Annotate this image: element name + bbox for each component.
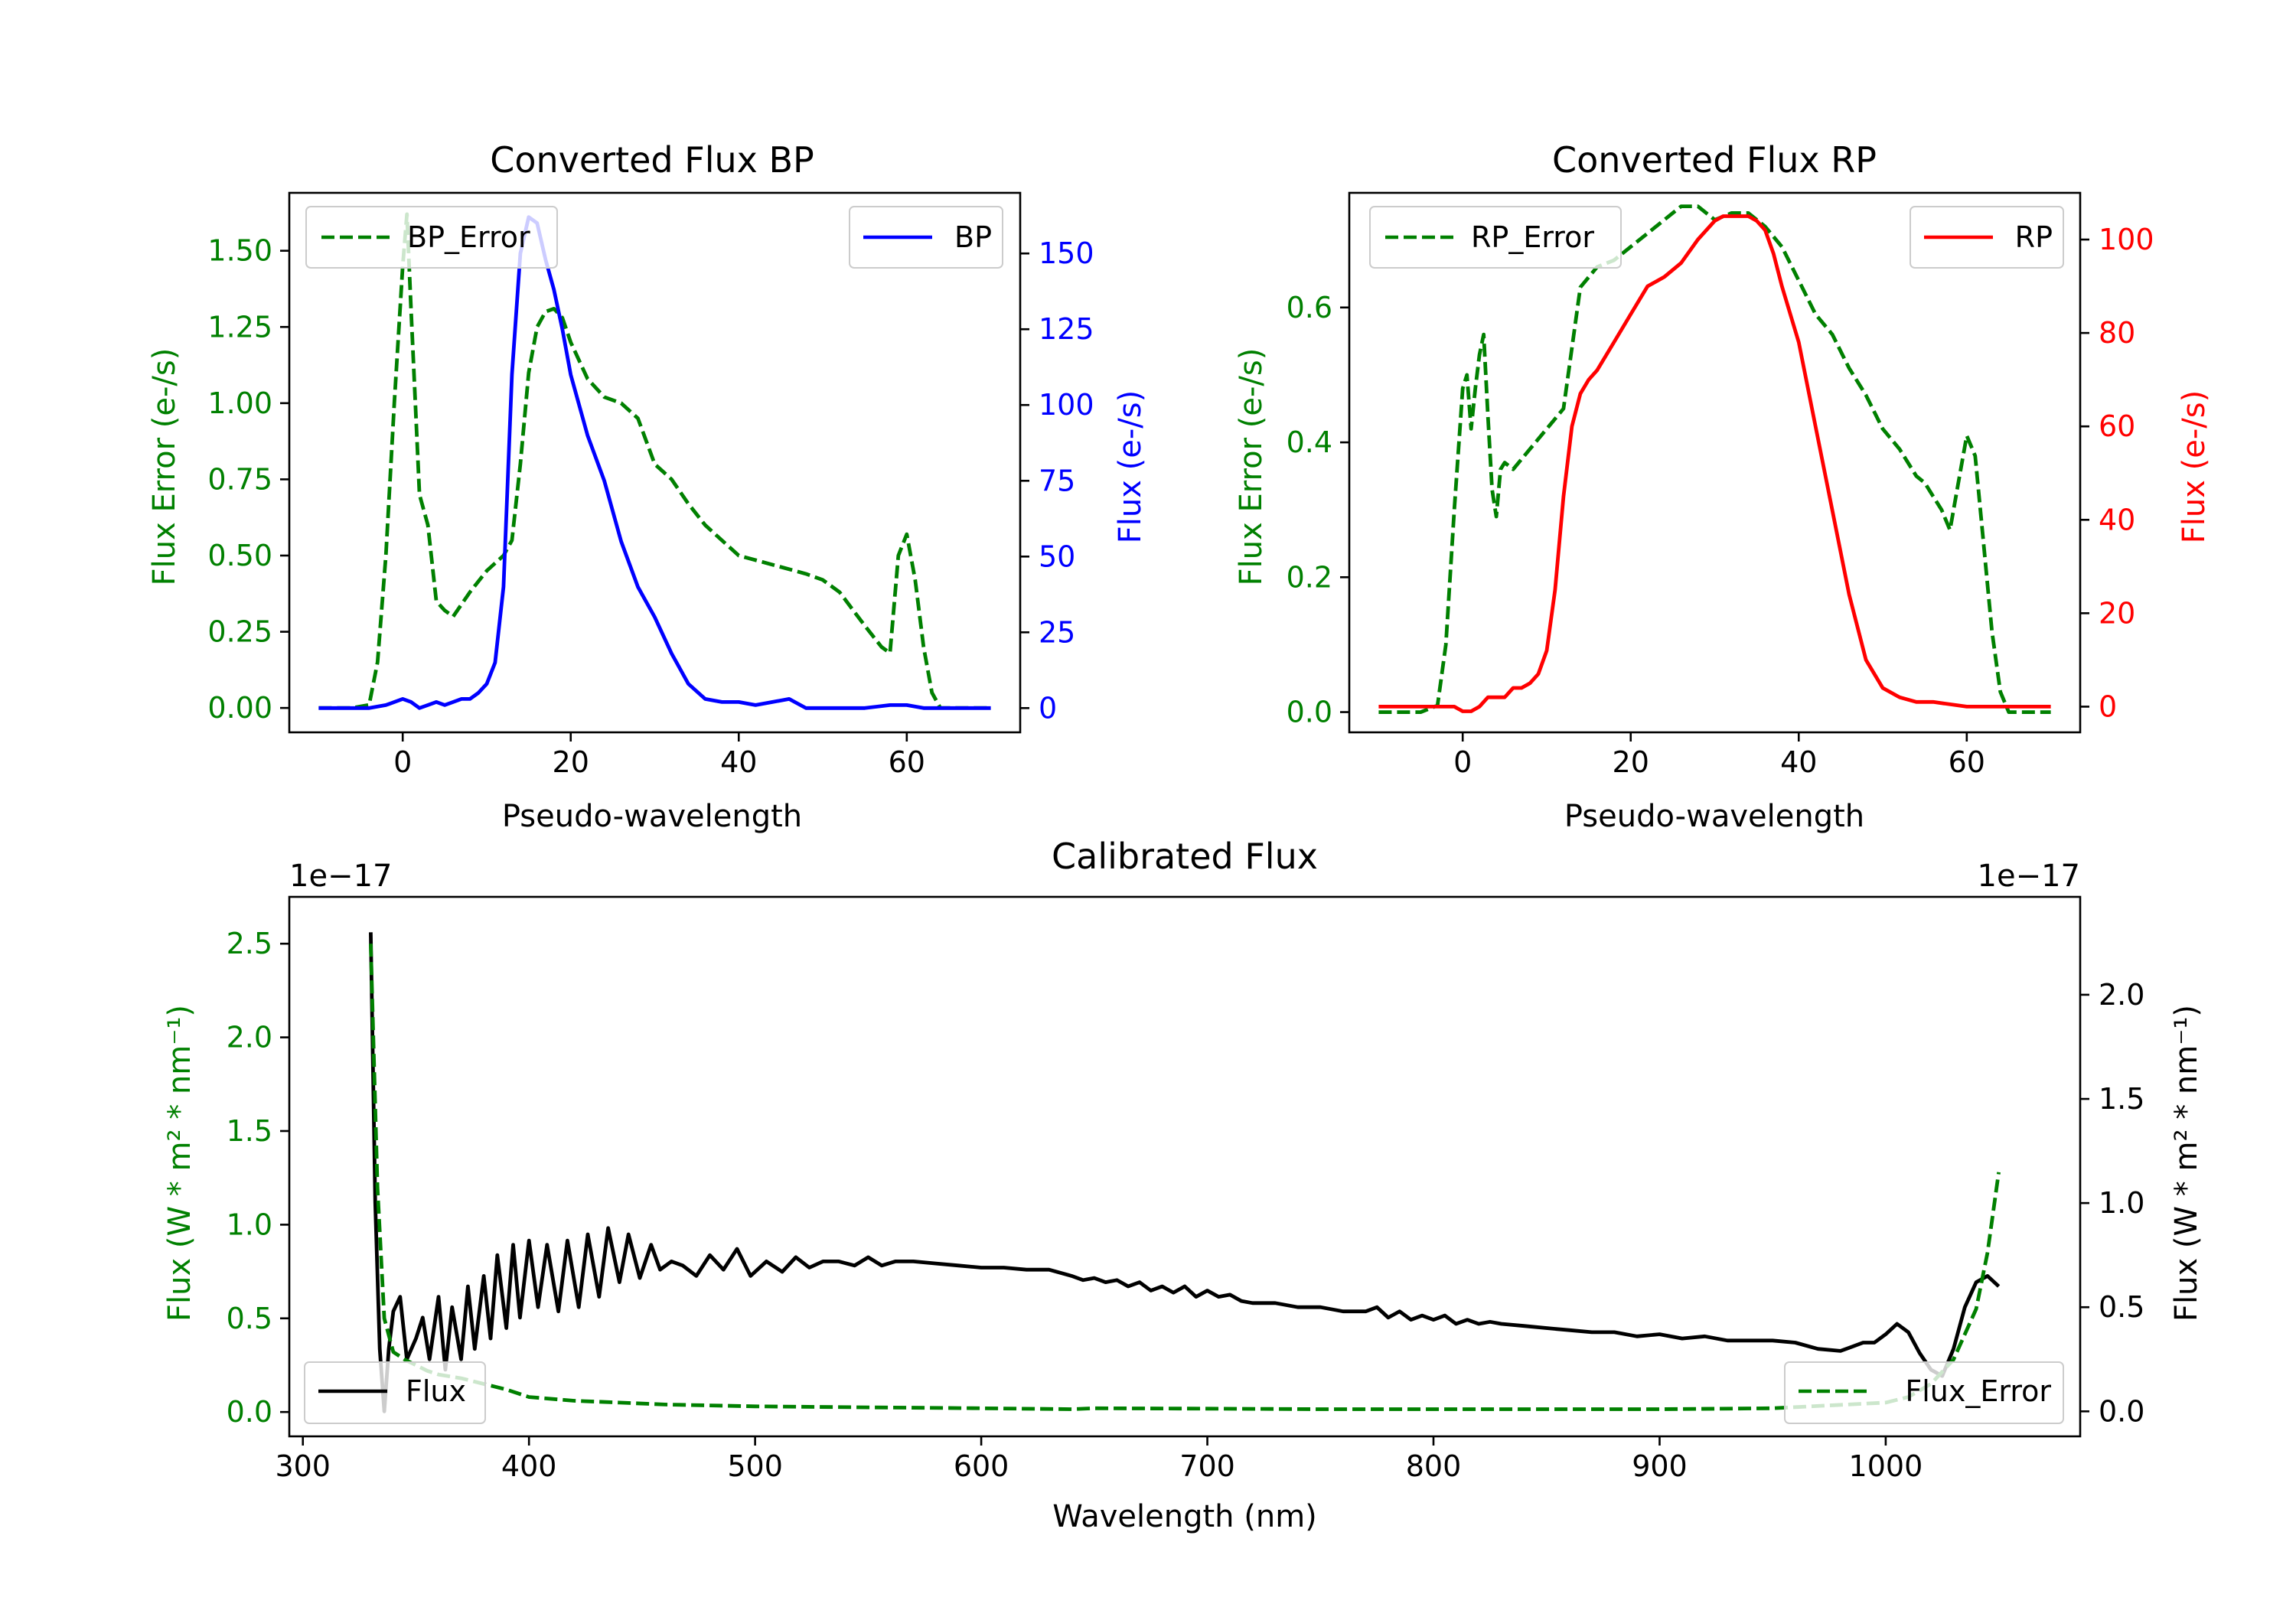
calibrated-x-tick-label: 300 [275, 1449, 331, 1483]
rp-right-y-tick-label: 0 [2099, 689, 2117, 723]
calibrated-x-tick-label: 1000 [1849, 1449, 1923, 1483]
bp-x-tick-label: 40 [720, 745, 757, 779]
bp-right-y-tick-label: 0 [1039, 691, 1057, 725]
bp-error-legend-box [305, 206, 558, 269]
bp-left-y-tick-label: 0.00 [207, 691, 272, 725]
flux-legend-box [304, 1361, 486, 1424]
rp-x-tick-label: 40 [1780, 745, 1817, 779]
bp-x-tick-label: 0 [393, 745, 412, 779]
calibrated-right-y-axis-label: Flux (W * m² * nm⁻¹) [2169, 1005, 2204, 1322]
bp-error-legend-label: BP_Error [407, 220, 530, 254]
rp-error-legend-label: RP_Error [1471, 220, 1594, 254]
rp-left-y-tick-label: 0.6 [1287, 291, 1332, 324]
rp-panel: Converted Flux RP 0 20 40 60 0.0 0.2 0.4 0.6 0 20… [1234, 139, 2212, 834]
calibrated-left-y-tick-label: 0.5 [227, 1302, 272, 1335]
flux-legend-label: Flux [406, 1374, 466, 1408]
calibrated-title: Calibrated Flux [1052, 836, 1318, 877]
rp-left-y-tick-label: 0.2 [1287, 560, 1332, 594]
rp-right-y-axis-label: Flux (e-/s) [2177, 390, 2212, 543]
flux-error-legend-label: Flux_Error [1905, 1374, 2051, 1408]
calibrated-x-tick-label: 800 [1406, 1449, 1462, 1483]
calibrated-left-y-tick-label: 2.5 [227, 927, 272, 960]
calibrated-right-y-tick-label: 1.5 [2099, 1082, 2144, 1116]
calibrated-right-y-tick-label: 0.5 [2099, 1290, 2144, 1324]
rp-series-rp-line [1378, 214, 2051, 713]
rp-right-y-tick-label: 40 [2099, 503, 2135, 536]
bp-right-y-tick-label: 150 [1039, 236, 1094, 270]
rp-series-rp-error-line [1378, 204, 2051, 714]
rp-axes-frame [1348, 191, 2082, 734]
rp-right-y-tick-label: 20 [2099, 596, 2135, 630]
rp-plot-area: 0 20 40 60 0.0 0.2 0.4 0.6 0 20 40 60 80 100 [1287, 191, 2154, 779]
calibrated-left-y-tick-label: 2.0 [227, 1021, 272, 1054]
calibrated-left-y-tick-label: 1.0 [227, 1208, 272, 1241]
calibrated-left-offset-label: 1e−17 [289, 859, 392, 894]
bp-series-bp-error-line [318, 212, 991, 710]
rp-x-axis-label: Pseudo-wavelength [1564, 799, 1864, 834]
bp-right-y-tick-label: 50 [1039, 539, 1075, 573]
calibrated-x-tick-label: 600 [954, 1449, 1009, 1483]
rp-left-y-axis-label: Flux Error (e-/s) [1234, 348, 1269, 586]
bp-right-y-axis-label: Flux (e-/s) [1113, 390, 1148, 543]
rp-left-y-tick-label: 0.4 [1287, 425, 1332, 459]
bp-right-y-tick-label: 125 [1039, 312, 1094, 346]
bp-plot-area: 0 20 40 60 0.00 0.25 0.50 0.75 1.00 1.25 1.50 0 25 50… [207, 191, 1094, 779]
bp-x-axis-label: Pseudo-wavelength [502, 799, 802, 834]
calibrated-x-tick-label: 500 [727, 1449, 783, 1483]
calibrated-x-axis-label: Wavelength (nm) [1052, 1499, 1317, 1534]
rp-x-tick-label: 60 [1949, 745, 1985, 779]
calibrated-panel: Calibrated Flux 1e−17 1e−17 300 400 500 600… [162, 836, 2204, 1534]
bp-left-y-axis-label: Flux Error (e-/s) [147, 348, 182, 586]
rp-right-y-tick-label: 80 [2099, 316, 2135, 350]
bp-right-y-tick-label: 75 [1039, 464, 1075, 497]
rp-legend: RP [1910, 206, 2064, 269]
calibrated-left-y-tick-label: 0.0 [227, 1395, 272, 1429]
flux-error-legend: Flux_Error [1784, 1361, 2064, 1424]
rp-error-legend: RP_Error [1369, 206, 1622, 269]
calibrated-axes-frame [288, 895, 2082, 1438]
rp-legend-label: RP [2015, 220, 2053, 254]
calibrated-right-offset-label: 1e−17 [1978, 859, 2080, 894]
bp-right-y-tick-label: 100 [1039, 388, 1094, 422]
calibrated-x-tick-label: 700 [1179, 1449, 1235, 1483]
calibrated-x-tick-label: 400 [501, 1449, 557, 1483]
bp-left-y-tick-label: 1.00 [207, 386, 272, 420]
rp-left-y-tick-label: 0.0 [1287, 696, 1332, 729]
rp-x-tick-label: 0 [1453, 745, 1472, 779]
rp-right-y-tick-label: 60 [2099, 409, 2135, 443]
bp-x-tick-label: 20 [553, 745, 589, 779]
bp-title: Converted Flux BP [490, 139, 814, 181]
bp-legend: BP [849, 206, 1003, 269]
calibrated-left-y-tick-label: 1.5 [227, 1114, 272, 1148]
bp-axes-frame [288, 191, 1022, 734]
rp-right-y-tick-label: 100 [2099, 223, 2154, 256]
rp-error-legend-box [1369, 206, 1622, 269]
bp-left-y-tick-label: 0.50 [207, 539, 272, 572]
bp-left-y-tick-label: 0.75 [207, 462, 272, 496]
flux-error-legend-box [1784, 1361, 2064, 1424]
bp-series-bp-line [318, 215, 991, 710]
bp-left-y-tick-label: 1.25 [207, 310, 272, 344]
bp-right-y-tick-label: 25 [1039, 615, 1075, 649]
rp-x-tick-label: 20 [1613, 745, 1649, 779]
bp-legend-label: BP [954, 220, 992, 254]
bp-x-tick-label: 60 [889, 745, 925, 779]
calibrated-x-tick-label: 900 [1632, 1449, 1688, 1483]
bp-left-y-tick-label: 1.50 [207, 234, 272, 268]
bp-left-y-tick-label: 0.25 [207, 615, 272, 649]
calibrated-right-y-tick-label: 2.0 [2099, 978, 2144, 1012]
bp-panel: Converted Flux BP 0 20 40 60 0.00 0.25 0.50 0.7… [147, 139, 1148, 834]
calibrated-plot-area: 300 400 500 600 700 800 900 1000 0.0 0.5 1.0 1.5 2.0… [227, 895, 2144, 1483]
calibrated-series-flux-line [369, 932, 2001, 1413]
bp-error-legend: BP_Error [305, 206, 558, 269]
calibrated-right-y-tick-label: 0.0 [2099, 1394, 2144, 1428]
calibrated-right-y-tick-label: 1.0 [2099, 1186, 2144, 1220]
rp-title: Converted Flux RP [1552, 139, 1877, 181]
calibrated-left-y-axis-label: Flux (W * m² * nm⁻¹) [162, 1005, 197, 1322]
flux-legend: Flux [304, 1361, 486, 1424]
